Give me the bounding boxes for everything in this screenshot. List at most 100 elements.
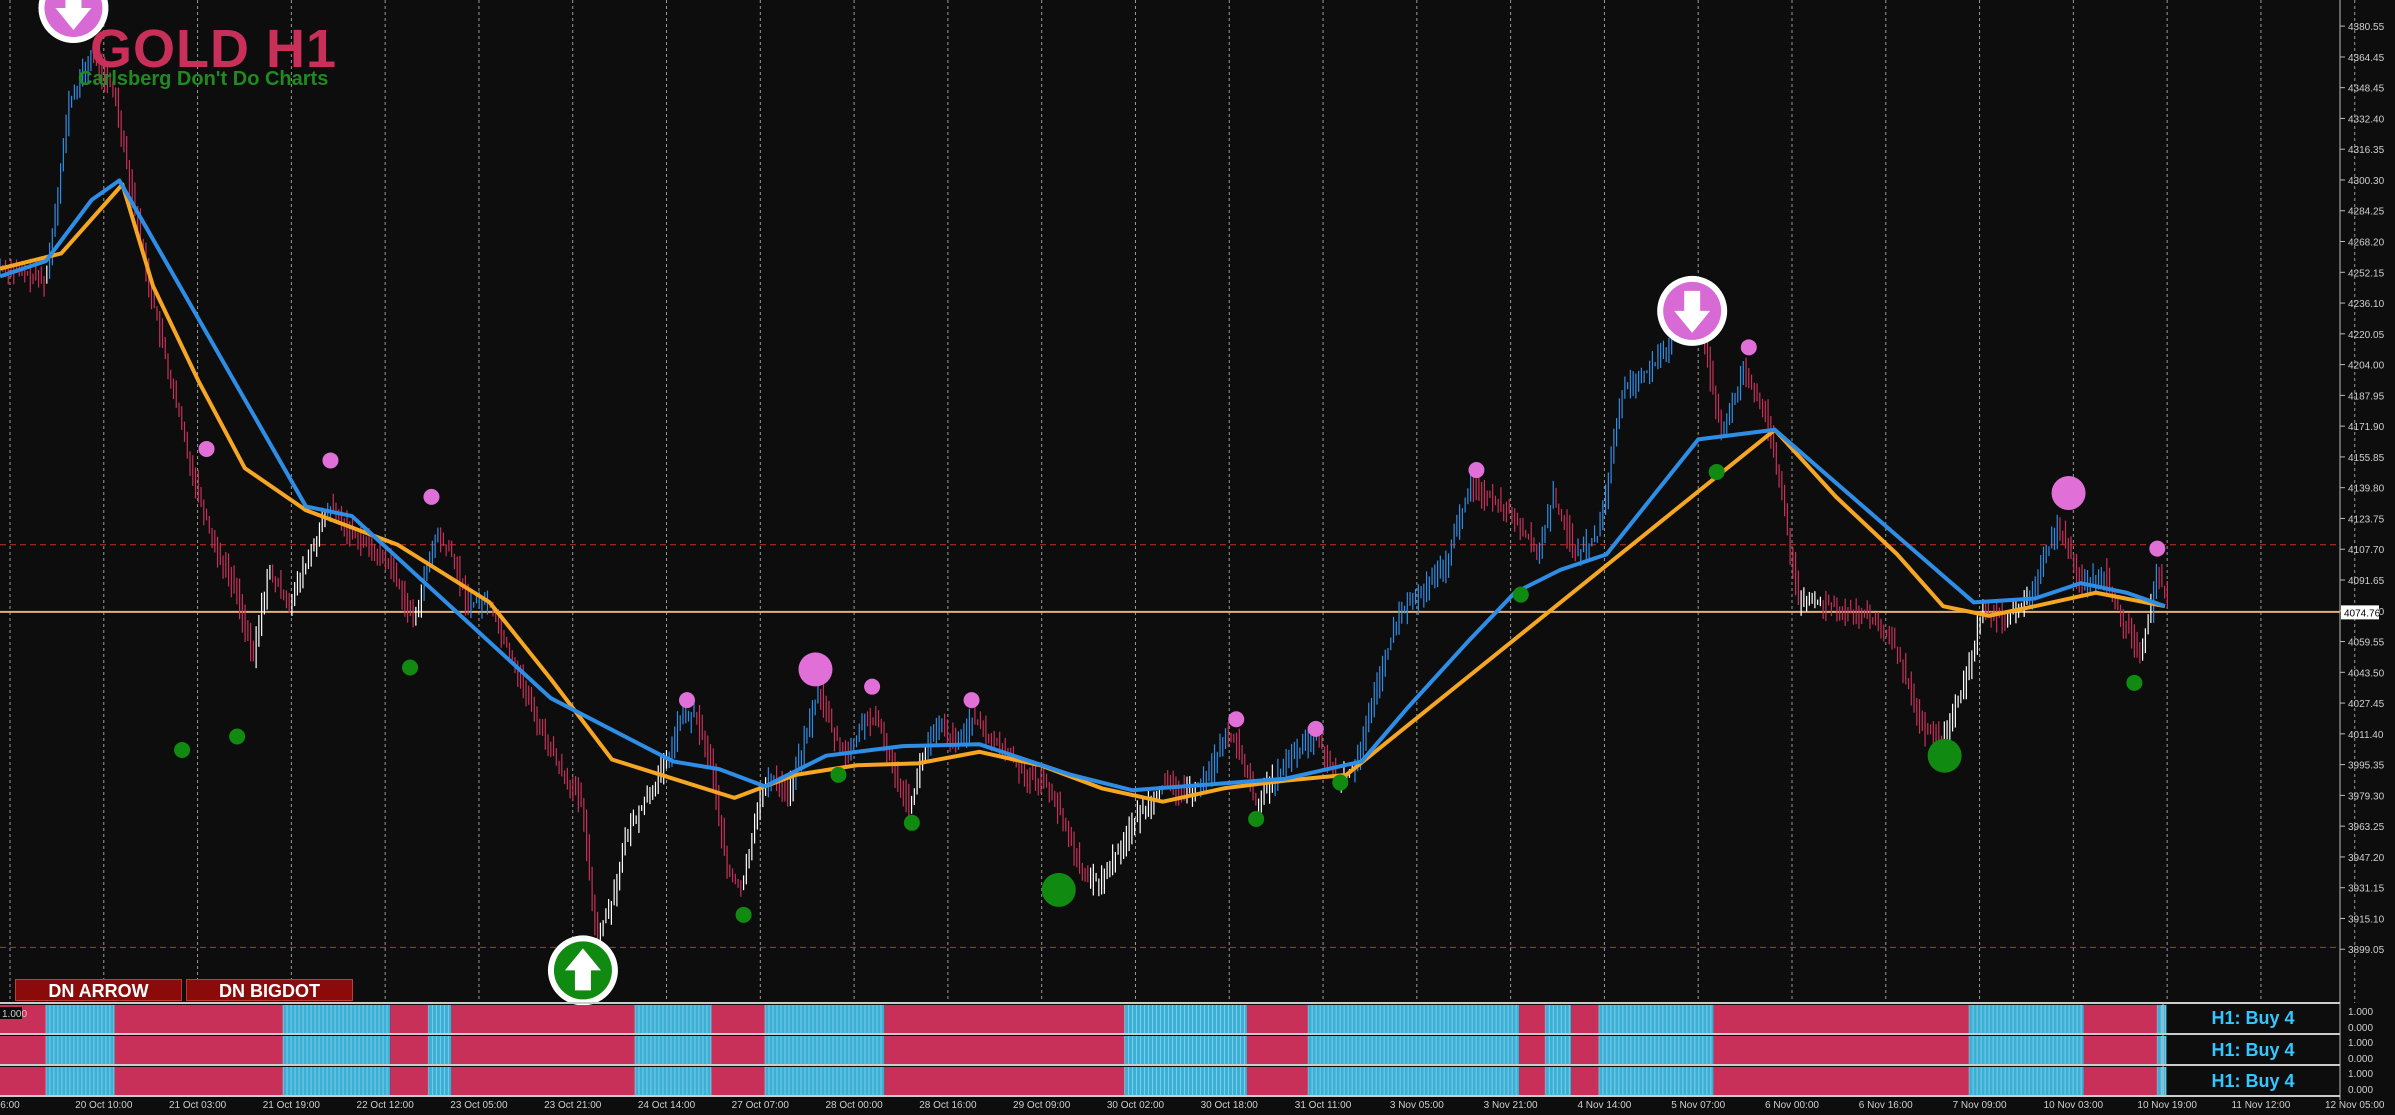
time-tick-label: 23 Oct 05:00 bbox=[450, 1100, 508, 1111]
price-tick-label: 4059.55 bbox=[2348, 638, 2385, 649]
buy-big-dot bbox=[1927, 738, 1962, 773]
indicator-band bbox=[765, 1036, 885, 1064]
signal-label: H1: Buy 4 bbox=[2211, 1008, 2295, 1028]
time-tick-label: 6 Nov 00:00 bbox=[1765, 1100, 1819, 1111]
price-tick-label: 3979.30 bbox=[2348, 791, 2385, 802]
price-tick-label: 4348.45 bbox=[2348, 84, 2385, 95]
indicator-band bbox=[451, 1005, 635, 1033]
moving-average-orange bbox=[0, 182, 2166, 804]
price-tick-label: 4027.45 bbox=[2348, 699, 2385, 710]
indicator-band bbox=[428, 1005, 452, 1033]
indicator-band bbox=[2083, 1005, 2158, 1033]
indicator-band bbox=[1713, 1067, 1970, 1095]
buy-dot bbox=[402, 659, 419, 676]
price-tick-label: 4043.50 bbox=[2348, 668, 2385, 679]
time-tick-label: 10 Nov 19:00 bbox=[2137, 1100, 2197, 1111]
time-tick-label: 31 Oct 11:00 bbox=[1295, 1100, 1352, 1111]
time-tick-label: 22 Oct 12:00 bbox=[357, 1100, 415, 1111]
left-scale-label: 1.000 bbox=[2, 1009, 27, 1020]
indicator-band bbox=[2083, 1036, 2158, 1064]
buy-dot bbox=[1332, 774, 1349, 791]
indicator-band bbox=[283, 1067, 391, 1095]
indicator-band bbox=[451, 1036, 635, 1064]
indicator-band bbox=[428, 1036, 452, 1064]
indicator-band bbox=[2157, 1067, 2167, 1095]
price-tick-label: 4236.10 bbox=[2348, 299, 2385, 310]
indicator-band bbox=[1246, 1067, 1309, 1095]
price-tick-label: 4380.55 bbox=[2348, 22, 2385, 33]
indicator-band bbox=[2083, 1067, 2158, 1095]
sell-dot bbox=[322, 452, 339, 469]
price-tick-label: 4091.65 bbox=[2348, 576, 2385, 587]
signal-label: H1: Buy 4 bbox=[2211, 1071, 2295, 1091]
buy-dot bbox=[1512, 586, 1529, 603]
time-tick-label: 21 Oct 03:00 bbox=[169, 1100, 227, 1111]
price-tick-label: 3995.35 bbox=[2348, 761, 2385, 772]
buy-big-dot bbox=[1041, 872, 1076, 907]
indicator-band bbox=[884, 1036, 1125, 1064]
price-tick-label: 4252.15 bbox=[2348, 268, 2385, 279]
indicator-band bbox=[451, 1067, 635, 1095]
moving-average-blue bbox=[0, 178, 2166, 793]
time-tick-label: 5 Nov 07:00 bbox=[1671, 1100, 1725, 1111]
price-tick-label: 4300.30 bbox=[2348, 176, 2385, 187]
buy-dot bbox=[174, 741, 191, 758]
indicator-band bbox=[765, 1005, 885, 1033]
time-tick-label: 30 Oct 18:00 bbox=[1201, 1100, 1259, 1111]
indicator-band bbox=[634, 1036, 712, 1064]
indicator-band bbox=[390, 1005, 429, 1033]
time-tick-label: 4 Nov 14:00 bbox=[1577, 1100, 1631, 1111]
indicator-band bbox=[0, 1036, 46, 1064]
current-price-tag bbox=[2341, 605, 2379, 620]
price-tick-label: 3915.10 bbox=[2348, 914, 2385, 925]
indicator-band bbox=[283, 1005, 391, 1033]
buy-dot bbox=[735, 906, 752, 923]
indicator-band bbox=[114, 1067, 284, 1095]
chart-subtitle: Carlsberg Don't Do Charts bbox=[78, 68, 329, 90]
indicator-band bbox=[1519, 1036, 1546, 1064]
sell-dot bbox=[1228, 711, 1245, 728]
indicator-band bbox=[1246, 1005, 1309, 1033]
dn-bigdot-button[interactable]: DN BIGDOT bbox=[186, 979, 353, 1001]
indicator-band bbox=[1598, 1005, 1714, 1033]
indicator-band bbox=[1571, 1036, 1599, 1064]
price-tick-label: 4268.20 bbox=[2348, 238, 2385, 249]
indicator-band bbox=[1308, 1036, 1520, 1064]
indicator-scale-bottom: 0.000 bbox=[2348, 1054, 2373, 1065]
price-tick-label: 4284.25 bbox=[2348, 207, 2385, 218]
time-tick-label: 29 Oct 09:00 bbox=[1013, 1100, 1071, 1111]
time-tick-label: 7 Nov 09:00 bbox=[1953, 1100, 2007, 1111]
time-tick-label: 12 Nov 05:00 bbox=[2325, 1100, 2385, 1111]
indicator-scale-top: 1.000 bbox=[2348, 1069, 2373, 1080]
time-tick-label: 28 Oct 16:00 bbox=[919, 1100, 977, 1111]
time-tick-label: 20 Oct 10:00 bbox=[75, 1100, 133, 1111]
indicator-band bbox=[1598, 1067, 1714, 1095]
price-tick-label: 3931.15 bbox=[2348, 884, 2385, 895]
indicator-band bbox=[1545, 1036, 1572, 1064]
time-tick-label: 6 Nov 16:00 bbox=[1859, 1100, 1913, 1111]
indicator-band bbox=[390, 1067, 429, 1095]
indicator-band bbox=[1598, 1036, 1714, 1064]
price-tick-label: 4204.00 bbox=[2348, 361, 2385, 372]
price-tick-label: 4316.35 bbox=[2348, 145, 2385, 156]
time-tick-label: 10 Nov 03:00 bbox=[2044, 1100, 2104, 1111]
buy-dot bbox=[903, 814, 920, 831]
indicator-scale-top: 1.000 bbox=[2348, 1007, 2373, 1018]
indicator-band bbox=[114, 1005, 284, 1033]
indicator-band bbox=[114, 1036, 284, 1064]
indicator-band bbox=[765, 1067, 885, 1095]
time-tick-label: 3 Nov 05:00 bbox=[1390, 1100, 1444, 1111]
time-tick-label: 30 Oct 02:00 bbox=[1107, 1100, 1165, 1111]
up-arrow-icon bbox=[564, 948, 601, 991]
sell-dot bbox=[1740, 339, 1757, 356]
indicator-band bbox=[1969, 1036, 2084, 1064]
buy-dot bbox=[830, 766, 847, 783]
dn-arrow-button[interactable]: DN ARROW bbox=[15, 979, 182, 1001]
indicator-band bbox=[0, 1067, 46, 1095]
indicator-scale-bottom: 0.000 bbox=[2348, 1085, 2373, 1096]
price-tick-label: 4011.40 bbox=[2348, 730, 2384, 741]
indicator-band bbox=[711, 1036, 765, 1064]
time-tick-label: 3 Nov 21:00 bbox=[1484, 1100, 1538, 1111]
price-tick-label: 4332.40 bbox=[2348, 114, 2385, 125]
